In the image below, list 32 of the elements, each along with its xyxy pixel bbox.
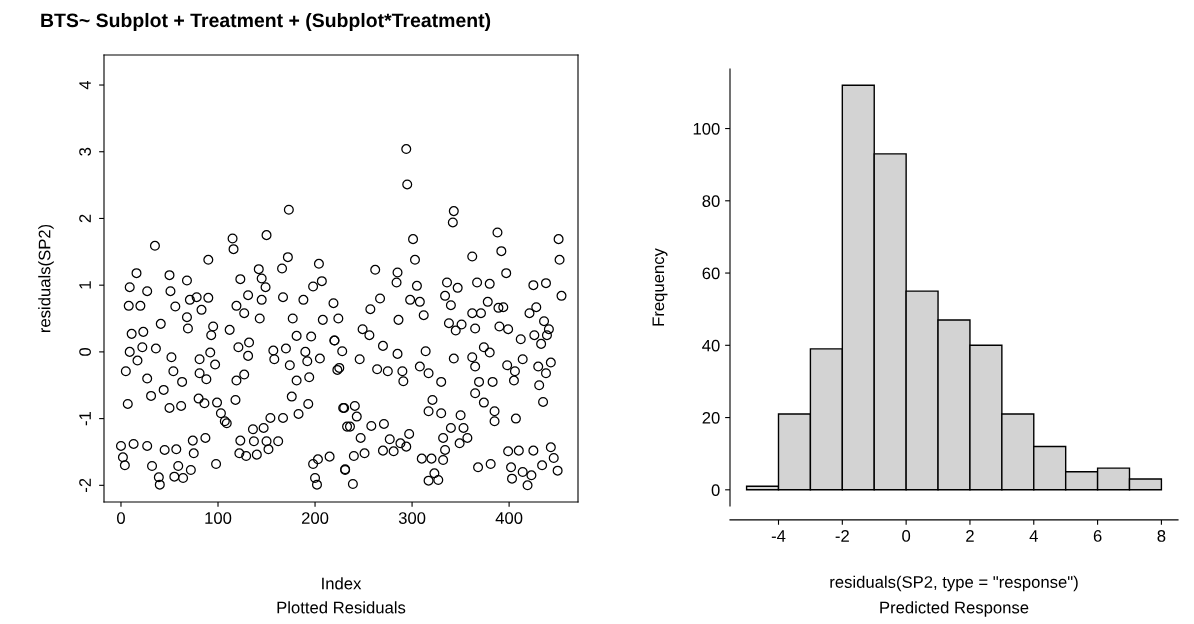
x-tick-label: 200 (301, 512, 329, 524)
x-axis-title: Index (322, 577, 362, 590)
y-tick-label: 1 (79, 281, 91, 289)
x-tick-label: 0 (902, 530, 911, 542)
y-tick-label: 60 (702, 267, 720, 280)
x-tick-label: 300 (398, 512, 426, 524)
y-tick-label: 0 (79, 347, 91, 356)
y-tick-label: 0 (711, 484, 720, 497)
x-tick-label: 6 (1093, 530, 1102, 542)
y-tick-label: 80 (702, 195, 720, 207)
x-tick-label: 0 (117, 512, 125, 524)
y-axis-title: Frequency (652, 248, 668, 326)
text: Predicted Response (880, 601, 1029, 617)
chart-title: BTS~ Subplot + Treatment + (Subplot*Treatment) (41, 12, 491, 32)
x-tick-label: 400 (495, 512, 523, 524)
y-tick-label: 3 (79, 147, 91, 156)
y-tick-label: 40 (702, 339, 720, 352)
text: Plotted Residuals (277, 601, 406, 614)
x-tick-label: 4 (1029, 530, 1038, 542)
y-tick-label: 4 (79, 80, 91, 90)
y-tick-label: 2 (79, 214, 91, 223)
x-tick-label: 8 (1157, 530, 1166, 542)
x-axis-title: residuals(SP2, type = "response") (830, 575, 1078, 592)
y-tick-label: -1 (79, 412, 91, 426)
x-tick-label: -2 (835, 530, 849, 542)
x-tick-label: 2 (966, 530, 974, 542)
y-tick-label: 100 (693, 122, 720, 135)
y-axis-title: residuals(SP2) (38, 224, 54, 333)
y-tick-label: 20 (702, 411, 720, 424)
x-tick-label: 100 (205, 512, 232, 524)
x-tick-label: -4 (771, 530, 786, 542)
y-tick-label: -2 (79, 478, 91, 492)
